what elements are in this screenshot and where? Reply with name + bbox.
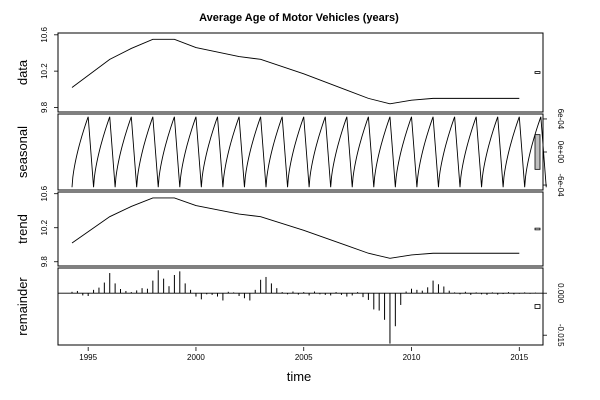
y-tick-label: 10.6 [40, 26, 49, 42]
scale-bar [534, 134, 541, 170]
x-axis-title: time [287, 369, 312, 384]
y-tick-label: 10.6 [40, 185, 49, 201]
panel-trend: trend 9.8 10.2 10.6 [15, 185, 544, 268]
x-axis: 1995 2000 2005 2010 2015 [79, 347, 529, 362]
y-tick-label: 10.2 [40, 219, 49, 235]
y-axis-title: data [15, 59, 30, 85]
right-tick-label: 0e+00 [556, 141, 565, 164]
x-tick-label: 2015 [510, 353, 528, 362]
series-line [71, 197, 520, 259]
panel-seasonal: seasonal 6e-04 0e+00 -6e-04 [15, 109, 565, 197]
panels: data 9.8 10.2 10.6 seasonal 6e-04 0e+00 -6e-04 t… [15, 26, 565, 347]
panel-frame [57, 191, 544, 267]
x-tick-label: 2000 [187, 353, 205, 362]
series-line [71, 116, 547, 188]
scale-bar [534, 304, 541, 309]
right-tick-label: -0.015 [556, 324, 565, 347]
y-axis-title: remainder [15, 277, 30, 336]
y-tick-label: 10.2 [40, 63, 49, 79]
x-tick-label: 1995 [79, 353, 97, 362]
scale-bar [534, 71, 541, 74]
right-tick-label: 0.000 [556, 283, 565, 304]
panel-remainder: remainder 0.000 -0.015 [15, 267, 565, 347]
chart-title: Average Age of Motor Vehicles (years) [199, 12, 399, 24]
y-tick-label: 9.8 [40, 256, 49, 268]
scale-bar [534, 227, 541, 231]
y-axis-title: seasonal [15, 126, 30, 178]
series-line [71, 38, 520, 105]
y-axis-title: trend [15, 214, 30, 244]
panel-frame [57, 32, 544, 113]
right-tick-label: -6e-04 [556, 173, 565, 197]
panel-frame [57, 267, 544, 346]
x-tick-label: 2010 [403, 353, 421, 362]
x-tick-label: 2005 [295, 353, 313, 362]
panel-data: data 9.8 10.2 10.6 [15, 26, 544, 113]
right-tick-label: 6e-04 [556, 109, 565, 130]
y-tick-label: 9.8 [40, 101, 49, 113]
